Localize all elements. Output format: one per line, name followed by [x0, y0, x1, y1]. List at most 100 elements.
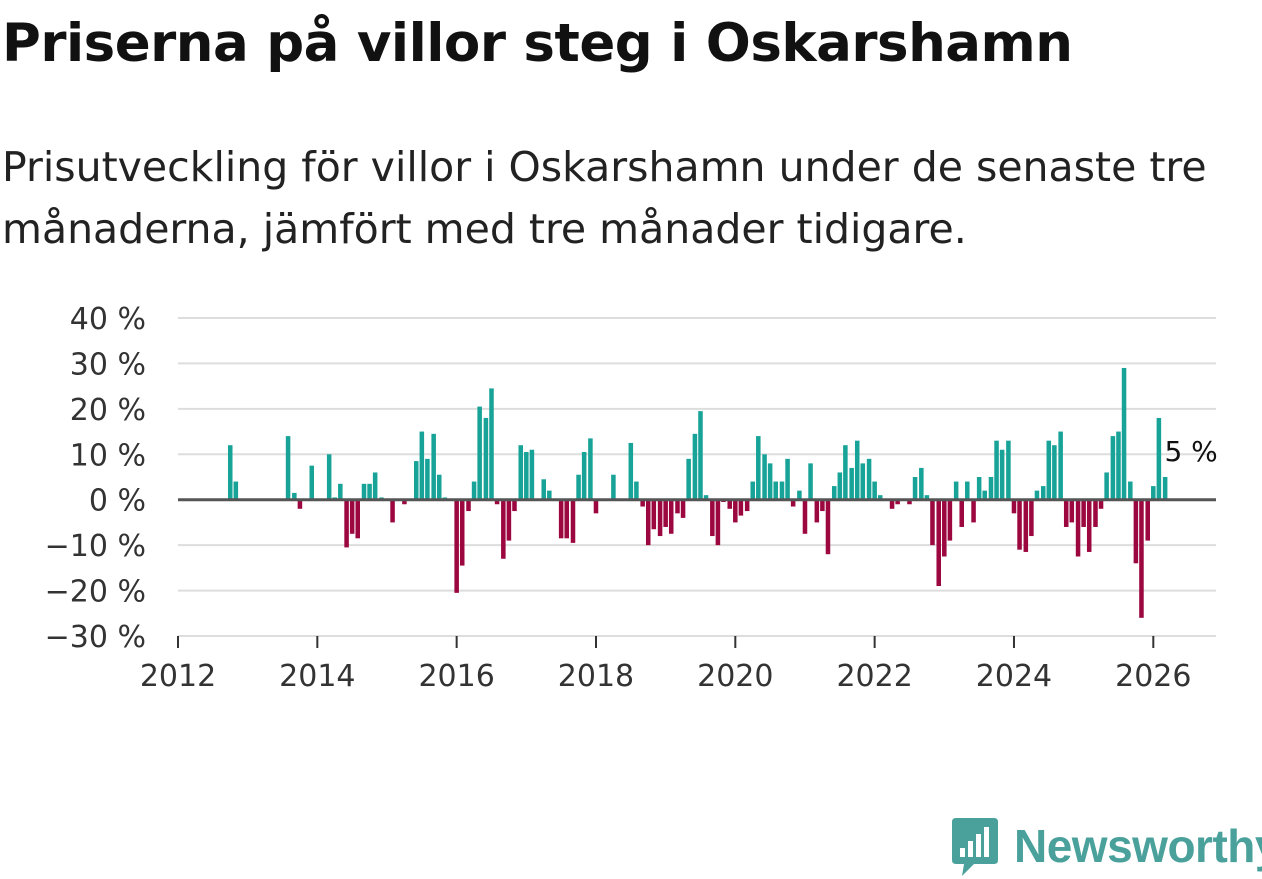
- data-bar: [489, 388, 494, 500]
- data-bar: [767, 463, 773, 500]
- data-bar: [715, 499, 721, 546]
- data-bar: [738, 499, 744, 516]
- data-bar: [297, 499, 303, 509]
- data-bar: [703, 495, 709, 500]
- data-bar: [425, 458, 430, 500]
- labels: −30 % −20 % −10 % 0 % 10 % 20 % 30 % 40 % 2012 20…: [45, 302, 1218, 694]
- data-bar: [483, 417, 489, 500]
- data-bar: [686, 458, 691, 500]
- data-bar: [1086, 499, 1092, 552]
- data-bar: [459, 499, 465, 566]
- y-tick-label: −30 %: [45, 620, 146, 655]
- data-bar: [1098, 499, 1104, 509]
- page-subtitle: Prisutveckling för villor i Oskarshamn u…: [2, 143, 1207, 253]
- data-bar: [866, 458, 872, 500]
- data-bar: [547, 490, 552, 500]
- data-bar: [1058, 431, 1063, 500]
- data-bar: [361, 483, 367, 500]
- data-bar: [1133, 499, 1139, 564]
- data-bar: [372, 472, 378, 500]
- data-bar: [419, 431, 425, 500]
- data-bar: [1081, 499, 1086, 527]
- data-bar: [733, 499, 738, 523]
- data-bar: [1011, 499, 1017, 514]
- bars: [227, 367, 1168, 618]
- data-bar: [518, 445, 524, 500]
- data-bar: [947, 499, 953, 541]
- data-bar: [994, 440, 999, 500]
- data-bar: [843, 445, 848, 500]
- data-bar: [756, 436, 761, 500]
- data-bar: [1029, 499, 1034, 537]
- data-bar: [657, 499, 663, 537]
- data-bar: [1023, 499, 1029, 552]
- data-bar: [436, 474, 442, 500]
- data-bar: [501, 499, 506, 559]
- data-bar: [1110, 436, 1116, 500]
- data-bar: [1046, 440, 1052, 500]
- data-bar: [1006, 440, 1011, 500]
- data-bar: [570, 499, 576, 543]
- data-bar: [512, 499, 517, 512]
- data-bar: [558, 499, 564, 539]
- data-bar: [292, 492, 297, 500]
- data-bar: [1121, 367, 1127, 500]
- data-bar: [355, 499, 360, 539]
- data-bar: [808, 463, 813, 500]
- data-bar: [466, 499, 471, 512]
- data-bar: [988, 477, 994, 500]
- data-bar: [651, 499, 657, 530]
- x-tick-label: 2026: [1115, 659, 1191, 694]
- data-bar: [1128, 481, 1133, 500]
- x-tick-label: 2018: [558, 659, 634, 694]
- data-bar: [825, 499, 831, 555]
- data-bar: [471, 481, 477, 500]
- data-bar: [750, 481, 755, 500]
- data-bar: [999, 449, 1005, 500]
- latest-value-label: 5 %: [1164, 435, 1217, 468]
- data-bar: [1139, 499, 1144, 618]
- x-tick-label: 2020: [697, 659, 773, 694]
- data-bar: [390, 499, 395, 523]
- data-bar: [326, 454, 332, 500]
- data-bar: [645, 499, 651, 546]
- data-bar: [611, 474, 616, 500]
- data-bar: [820, 499, 825, 512]
- y-tick-label: 40 %: [70, 302, 146, 337]
- data-bar: [785, 458, 790, 500]
- data-bar: [790, 499, 796, 507]
- x-tick-label: 2016: [418, 659, 494, 694]
- data-bar: [233, 481, 239, 500]
- page-title: Priserna på villor steg i Oskarshamn: [2, 13, 1073, 74]
- data-bar: [1069, 499, 1075, 523]
- data-bar: [854, 440, 860, 500]
- data-bar: [680, 499, 686, 518]
- data-bar: [349, 499, 355, 534]
- data-bar: [1017, 499, 1022, 550]
- newsworthy-brand[interactable]: Newsworthy: [950, 814, 1262, 878]
- data-bar: [831, 486, 837, 500]
- data-bar: [402, 499, 407, 505]
- data-bar: [541, 479, 546, 500]
- x-tick-label: 2022: [836, 659, 912, 694]
- data-bar: [454, 499, 459, 593]
- y-tick-label: 20 %: [70, 393, 146, 428]
- data-bar: [1093, 499, 1098, 527]
- grid-lines: [178, 317, 1216, 637]
- data-bar: [976, 477, 982, 500]
- data-bar: [1063, 499, 1069, 527]
- data-bar: [779, 481, 785, 500]
- data-bar: [1162, 477, 1168, 500]
- data-bar: [907, 499, 912, 505]
- data-bar: [506, 499, 512, 541]
- newsworthy-logo-icon: [952, 818, 998, 876]
- data-bar: [564, 499, 569, 539]
- x-tick-label: 2024: [976, 659, 1052, 694]
- data-bar: [1151, 486, 1156, 500]
- data-bar: [895, 499, 900, 505]
- data-bar: [663, 499, 668, 527]
- data-bar: [675, 499, 680, 514]
- data-bar: [477, 406, 482, 500]
- data-bar: [367, 483, 372, 500]
- data-bar: [860, 463, 866, 500]
